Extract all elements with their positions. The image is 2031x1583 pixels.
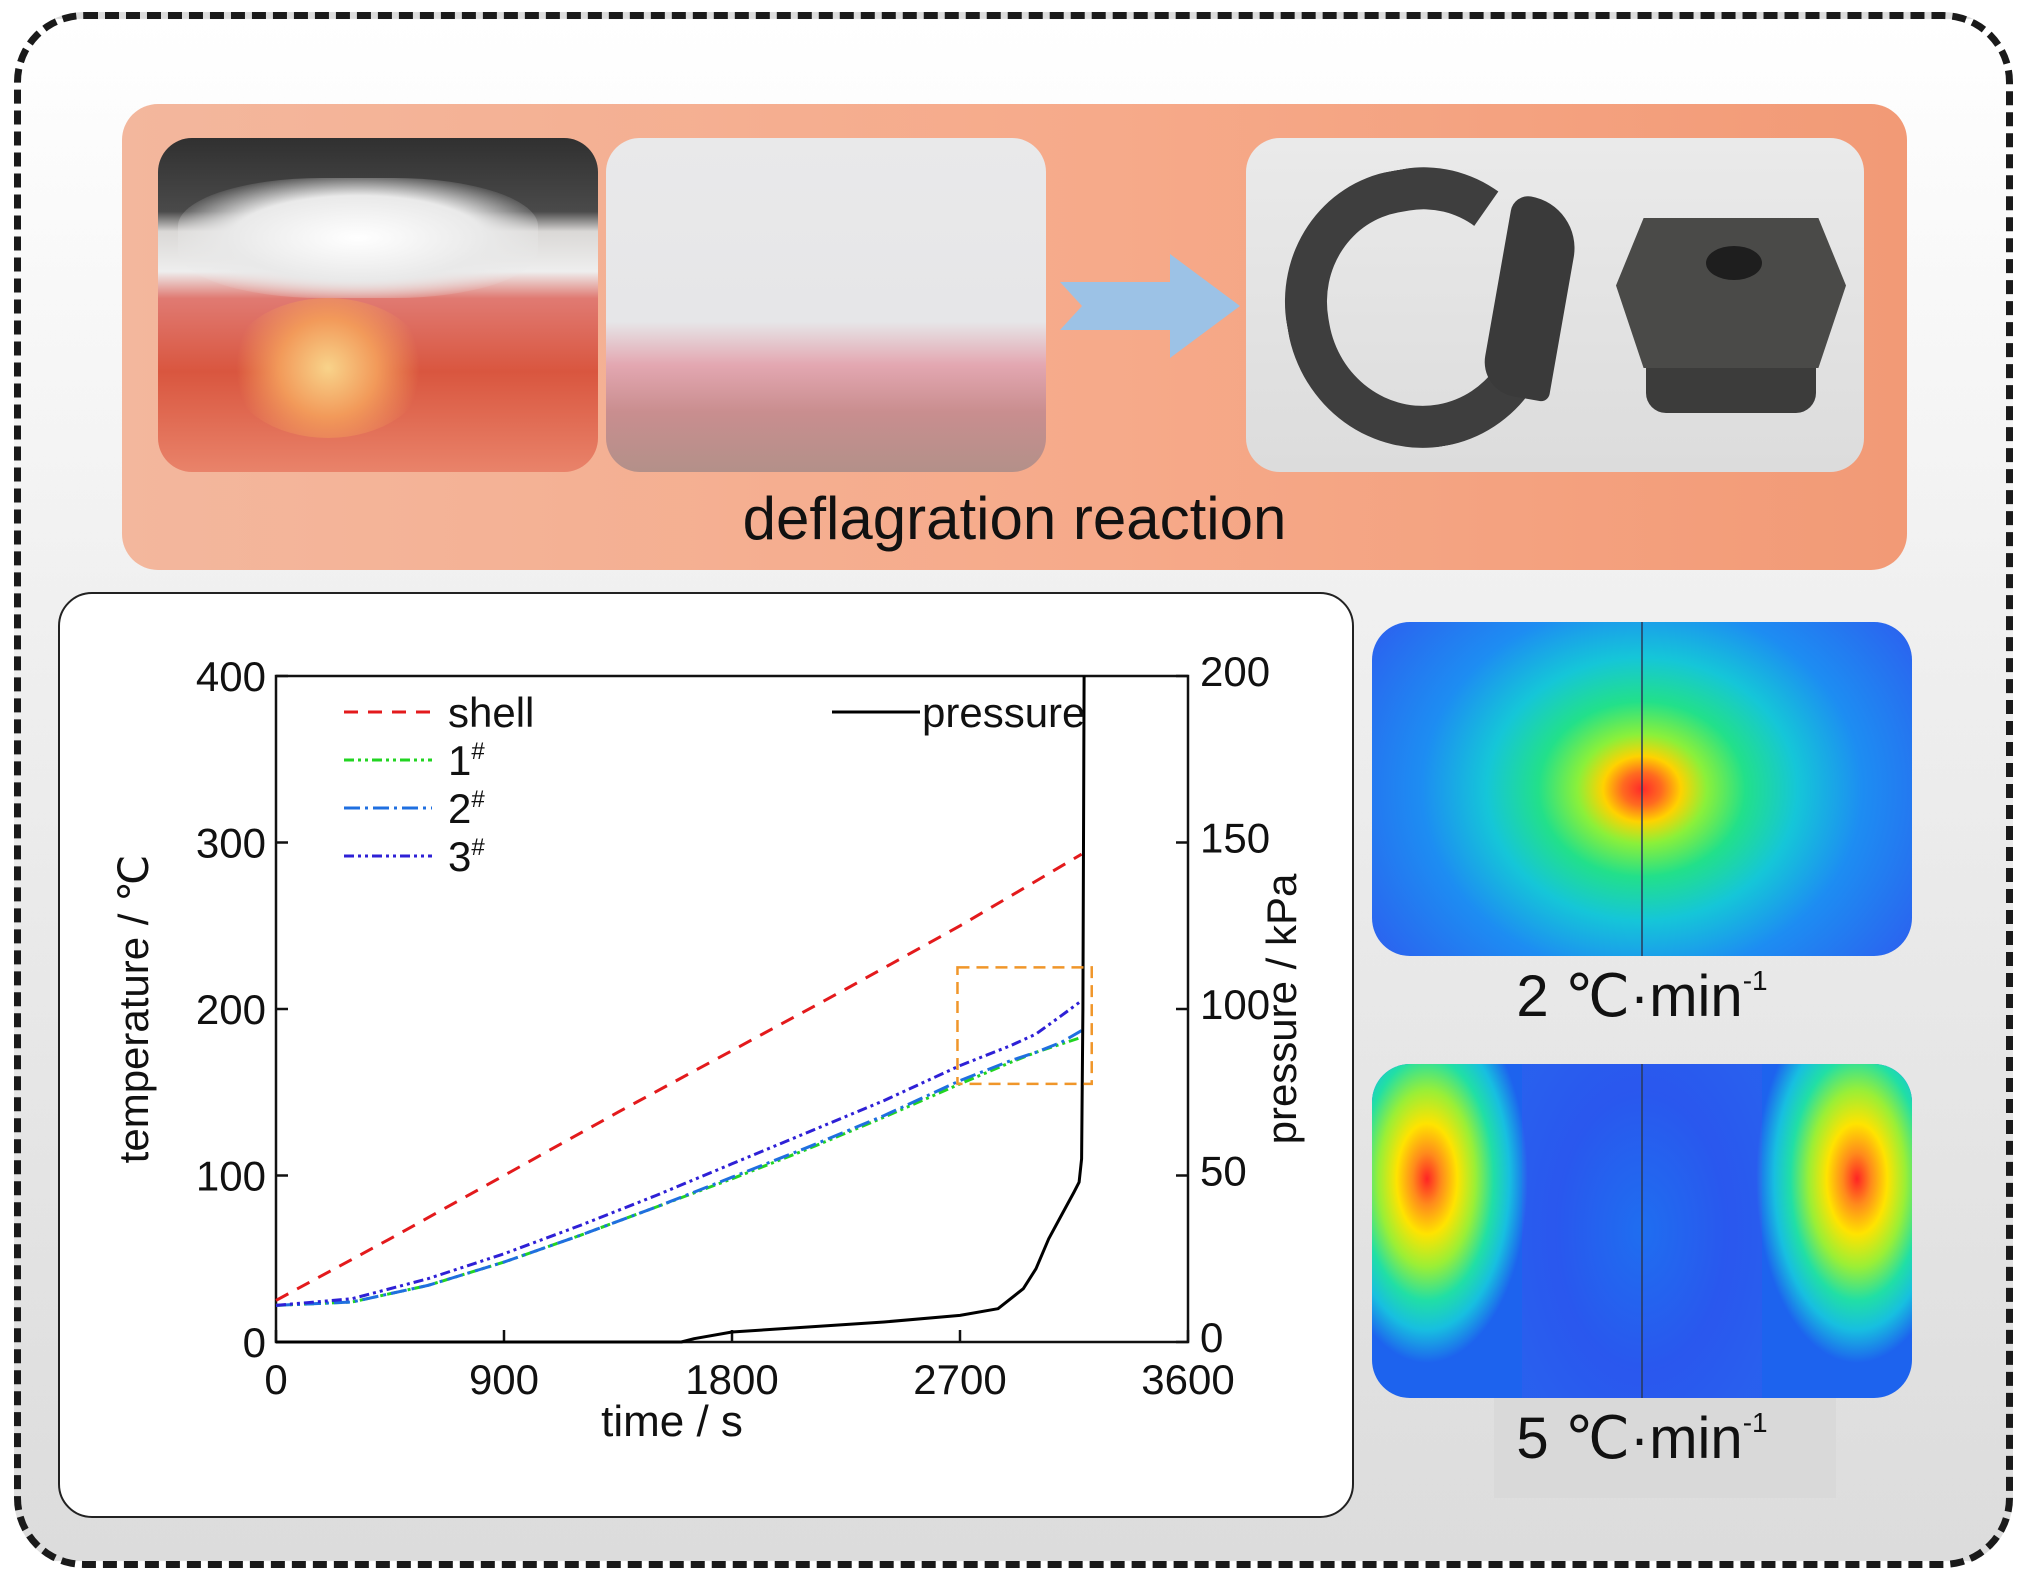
series-line-pressure [276,675,1086,1344]
x-tick-label: 0 [264,1356,287,1403]
deflagration-banner: deflagration reaction [122,104,1907,570]
plot-area [274,674,1190,1344]
series-line-2 [275,1029,1083,1307]
hex-nut [1616,218,1846,368]
hot-zone-right [1717,1064,1912,1398]
y2-tick-label: 0 [1200,1314,1223,1361]
y2-tick-label: 150 [1200,815,1270,862]
legend-superscript: # [471,738,485,765]
chart-panel: 0 100 200 300 400 0 50 100 150 200 0 900 1800 2700 3… [58,592,1354,1518]
y2-tick-label: 50 [1200,1148,1247,1195]
temperature-field-5 [1372,1064,1912,1398]
y2-tick-label: 200 [1200,648,1270,695]
legend-superscript: # [471,834,485,861]
rate-exponent: -1 [1742,964,1768,996]
fire-photo [158,138,598,472]
y-tick-label: 0 [243,1319,266,1366]
y-tick-label: 100 [196,1153,266,1200]
banner-label: deflagration reaction [742,485,1287,552]
rate-value: 2 [1516,964,1549,1029]
legend-label: 2# [448,785,485,832]
nut-hole [1706,246,1762,280]
rate-exponent: -1 [1742,1406,1768,1438]
rate-unit: ℃·min [1564,1406,1743,1471]
legend-label: 1# [448,737,485,784]
y-tick-label: 200 [196,986,266,1033]
temperature-pressure-chart: 0 100 200 300 400 0 50 100 150 200 0 900 1800 2700 3… [110,648,1305,1446]
legend-label: 3# [448,833,485,880]
legend-label: pressure [922,689,1085,736]
x-tick-label: 3600 [1141,1356,1234,1403]
y-tick-label: 400 [196,653,266,700]
legend-label: shell [448,689,534,736]
flame-glow [228,298,428,438]
fragments-photo [1246,138,1864,472]
rate-value: 5 [1516,1406,1549,1471]
right-arrow-icon [1060,254,1240,358]
smoke-photo [606,138,1046,472]
series-line-shell [275,852,1083,1302]
y2-axis-label: pressure / kPa [1258,873,1305,1144]
symmetry-axis [1641,1064,1643,1398]
rate-unit: ℃·min [1564,964,1743,1029]
label-background [1494,1398,1836,1498]
series-line-1 [275,1035,1083,1307]
legend-superscript: # [471,786,485,813]
highlight-box [956,966,1093,1086]
x-tick-label: 900 [469,1356,539,1403]
temperature-field-2 [1372,622,1912,956]
rate-label-5: 5 ℃·min-1 [1372,1404,1912,1472]
x-tick-label: 2700 [913,1356,1006,1403]
rate-label-2: 2 ℃·min-1 [1372,962,1912,1030]
y2-tick-label: 100 [1200,981,1270,1028]
y-tick-label: 300 [196,820,266,867]
smoke-cloud [178,178,538,298]
y-axis-label: temperature / ℃ [110,855,157,1164]
series-line-3 [275,999,1083,1307]
symmetry-axis [1641,622,1643,956]
x-axis-label: time / s [601,1397,743,1446]
x-tick-label: 1800 [685,1356,778,1403]
hot-zone-left [1372,1064,1567,1398]
